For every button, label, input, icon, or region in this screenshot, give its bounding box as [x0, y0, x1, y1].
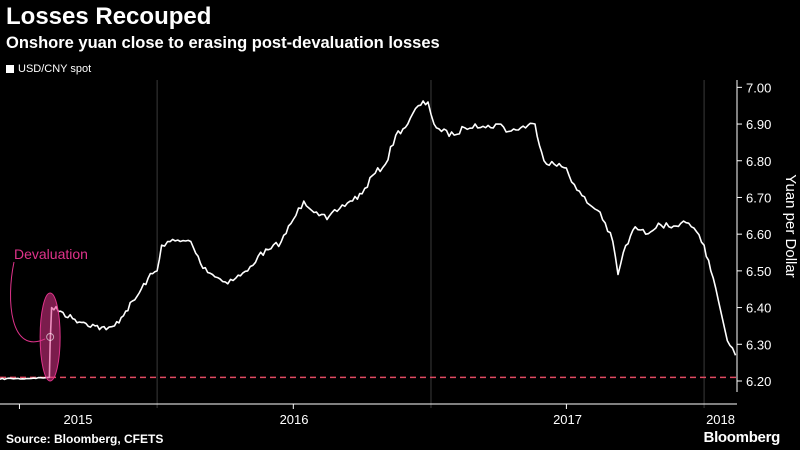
y-tick-label: 6.20 — [746, 374, 771, 389]
devaluation-label: Devaluation — [14, 246, 88, 262]
y-tick-label: 6.90 — [746, 117, 771, 132]
grid-layer — [156, 80, 705, 408]
axis-layer: 2015 2016 2017 2018 6.20 6.30 6.40 6.50 6.60 6.70… — [0, 80, 799, 427]
devaluation-marker — [46, 332, 55, 341]
chart-subtitle: Onshore yuan close to erasing post-deval… — [6, 34, 440, 52]
x-tick-label: 2017 — [553, 412, 582, 427]
series-layer — [0, 100, 737, 381]
y-tick-label: 6.30 — [746, 337, 771, 352]
chart-title: Losses Recouped — [6, 3, 212, 30]
x-tick-label: 2016 — [280, 412, 309, 427]
y-tick-label: 6.50 — [746, 264, 771, 279]
annotation-layer: Devaluation — [10, 246, 88, 382]
devaluation-connector — [10, 261, 46, 343]
y-axis-title: Yuan per Dollar — [782, 174, 799, 277]
legend-label: USD/CNY spot — [18, 63, 92, 75]
y-tick-label: 6.60 — [746, 227, 771, 242]
series-line-usd-cny — [0, 100, 737, 381]
x-tick-label: 2015 — [64, 412, 93, 427]
source-note: Source: Bloomberg, CFETS — [6, 432, 164, 446]
y-tick-label: 6.70 — [746, 190, 771, 205]
y-tick-label: 6.40 — [746, 301, 771, 316]
x-tick-label: 2018 — [706, 412, 735, 427]
y-tick-label: 7.00 — [746, 80, 771, 95]
brand-logo: Bloomberg — [703, 429, 781, 446]
devaluation-highlight — [39, 292, 61, 382]
legend: USD/CNY spot — [6, 63, 91, 75]
y-tick-label: 6.80 — [746, 154, 771, 169]
legend-swatch — [6, 65, 14, 73]
